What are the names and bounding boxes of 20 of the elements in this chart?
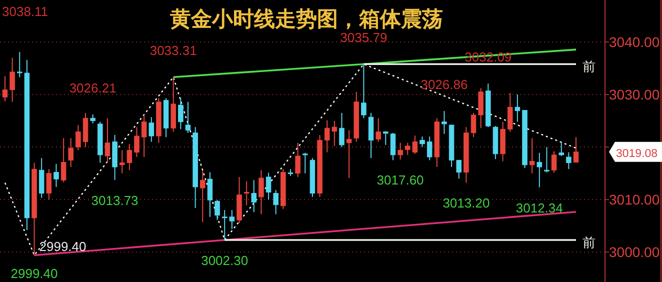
y-tick-label: 3030.00 xyxy=(609,86,660,103)
annotation: 3033.31 xyxy=(150,43,197,58)
annotation: 2999.40 xyxy=(10,266,58,281)
chart-title: 黄金小时线走势图，箱体震荡 xyxy=(169,8,443,31)
y-tick-label: 3040.00 xyxy=(609,34,660,50)
annotation: 3013.73 xyxy=(91,192,138,208)
y-tick-label: 3010.00 xyxy=(609,192,660,208)
annotation: 2999.40 xyxy=(39,239,86,254)
text: 前 xyxy=(582,59,596,74)
annotation: 3017.60 xyxy=(376,172,424,188)
y-tick-label: 3000.00 xyxy=(609,244,660,260)
annotation: 3013.20 xyxy=(442,196,490,211)
annotation: 3035.79 xyxy=(340,30,388,46)
text: 3019.08 xyxy=(616,148,658,160)
annotation: 3012.34 xyxy=(516,200,563,216)
annotation: 3002.30 xyxy=(201,252,248,268)
annotation: 3026.21 xyxy=(69,80,116,96)
text: 前 xyxy=(582,234,596,250)
annotation: 3038.11 xyxy=(2,4,48,19)
annotation: 3026.86 xyxy=(420,77,468,92)
